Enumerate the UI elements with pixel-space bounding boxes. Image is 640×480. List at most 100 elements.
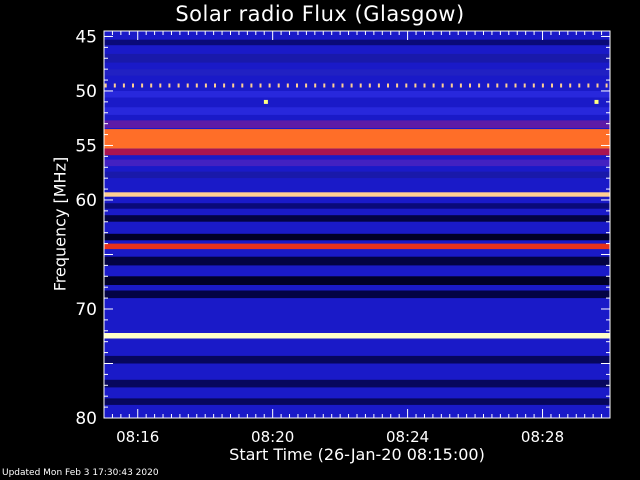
pulse-mark [104,83,107,88]
pulse-mark [259,83,262,88]
frequency-band [104,355,610,364]
y-tick-label: 50 [75,82,97,102]
band-group [104,39,610,405]
frequency-band [104,379,610,388]
pulse-mark [132,83,134,88]
pulse-mark [250,83,253,88]
frequency-band [104,203,610,209]
pulse-mark [459,83,462,88]
pulse-mark [596,83,599,88]
pulse-mark [141,83,144,88]
pulse-mark [414,83,417,88]
pulse-mark [323,83,326,88]
pulse-mark [195,83,198,88]
frequency-band [104,69,610,76]
pulse-mark [496,83,499,88]
pulse-mark [541,83,544,88]
pulse-mark [505,83,508,88]
y-tick-label: 60 [75,191,97,211]
pulse-mark [532,83,535,88]
y-axis-label: Frequency [MHz] [50,156,70,292]
pulse-mark [277,83,280,88]
y-axis: 45 50 55 60 70 80 [75,27,610,429]
pulse-mark [286,83,289,88]
pulse-mark [569,83,572,88]
pulse-mark [268,83,271,88]
chart-title: Solar radio Flux (Glasgow) [175,2,465,26]
pulse-mark [232,83,235,88]
pulse-mark [377,83,380,88]
pulse-mark [368,83,371,88]
frequency-band [104,215,610,222]
pulse-mark [487,83,490,88]
pulse-mark [469,83,471,88]
pulse-mark [359,83,362,88]
spike-mark [594,99,599,104]
update-timestamp: Updated Mon Feb 3 17:30:43 2020 [2,468,159,478]
pulse-mark [450,83,453,88]
y-tick-label: 80 [75,409,97,429]
pulse-mark [605,83,608,88]
pulse-mark [387,83,389,88]
frequency-band [104,148,610,156]
pulse-mark [296,83,298,88]
pulse-mark [405,83,408,88]
pulse-mark [204,83,207,88]
pulse-mark [350,83,353,88]
frequency-band [104,53,610,63]
pulse-mark [341,83,344,88]
pulse-mark [523,83,526,88]
x-axis-label: Start Time (26-Jan-20 08:15:00) [229,445,485,464]
x-tick-label: 08:20 [251,428,294,446]
pulse-mark [396,83,399,88]
pulse-mark [314,83,317,88]
frequency-band [104,398,610,405]
frequency-band [104,256,610,266]
frequency-band [104,129,610,149]
pulse-mark [168,83,171,88]
frequency-band [104,276,610,285]
pulse-mark [587,83,590,88]
pulse-mark [514,83,517,88]
frequency-band [104,233,610,241]
pulse-mark [578,83,581,88]
frequency-band [104,192,610,197]
y-tick-label: 45 [75,27,97,47]
pulse-group [104,83,608,88]
pulse-mark [214,83,216,88]
frequency-band [104,120,610,128]
pulse-mark [223,83,226,88]
x-tick-label: 08:16 [116,428,159,446]
frequency-band [104,107,610,115]
pulse-mark [478,83,481,88]
y-tick-label: 70 [75,300,97,320]
pulse-mark [177,83,180,88]
frequency-band [104,159,610,167]
spike-mark [263,99,268,104]
pulse-mark [551,83,553,88]
x-tick-label: 08:28 [521,428,564,446]
frequency-band [104,290,610,299]
y-tick-label: 55 [75,136,97,156]
pulse-mark [423,83,426,88]
frequency-band [104,39,610,46]
pulse-mark [150,83,153,88]
x-tick-label: 08:24 [386,428,429,446]
frequency-band [104,243,610,250]
pulse-mark [432,83,435,88]
frequency-band [104,171,610,179]
frequency-band [104,91,610,98]
pulse-mark [122,83,125,88]
frequency-band [104,333,610,339]
pulse-mark [159,83,162,88]
pulse-mark [332,83,335,88]
pulse-mark [186,83,189,88]
pulse-mark [305,83,308,88]
pulse-mark [113,83,116,88]
spike-group [263,99,599,104]
x-axis: 08:16 08:20 08:24 08:28 [103,31,611,446]
pulse-mark [560,83,563,88]
pulse-mark [241,83,244,88]
pulse-mark [441,83,444,88]
